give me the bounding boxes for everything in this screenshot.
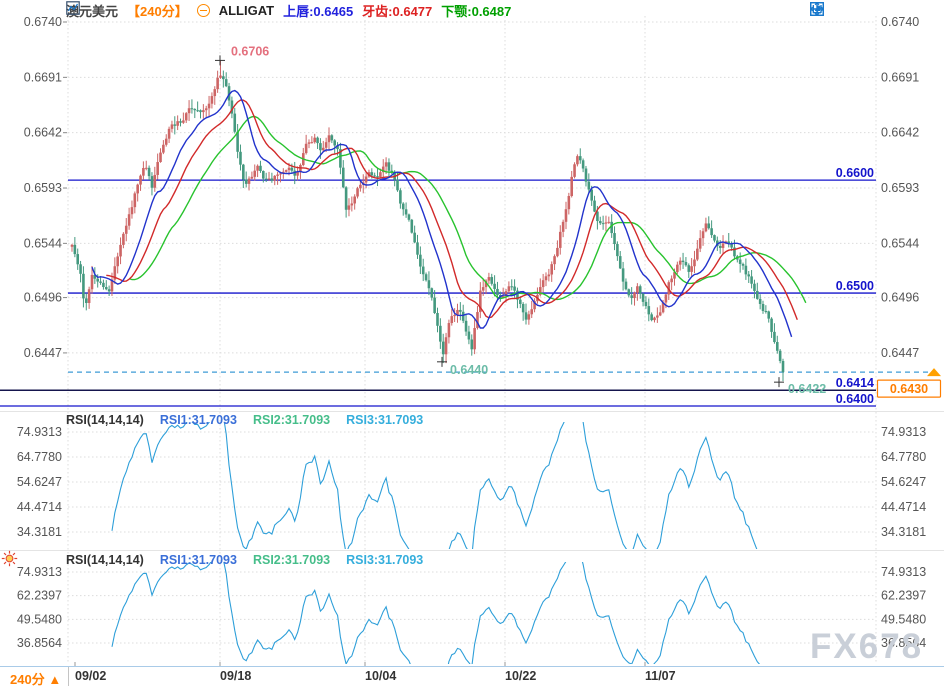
price-axis-label: 0.6642 — [881, 126, 919, 140]
price-axis-label: 0.6496 — [881, 291, 919, 305]
indicator-settings-sun-icon[interactable] — [1, 550, 18, 567]
alligator-teeth-line — [106, 99, 798, 321]
collapse-icon[interactable] — [196, 4, 210, 17]
candlesticks — [70, 60, 785, 382]
indicator-chart-icon — [66, 1, 80, 15]
level-label-0.6400: 0.6400 — [836, 392, 874, 406]
axis-labels: 0.6740 0.6740 0.6691 0.6691 0.6642 0.6642 0.65… — [17, 15, 926, 650]
rsi2-axis-label: 74.9313 — [881, 565, 926, 579]
indicator-name: ALLIGAT — [218, 3, 275, 18]
price-axis-label: 0.6740 — [881, 15, 919, 29]
price-axis-label: 0.6447 — [881, 346, 919, 360]
price-axis-label: 0.6691 — [24, 70, 62, 84]
rsi2-header: RSI(14,14,14) RSI1:31.7093 RSI2:31.7093 … — [66, 553, 423, 567]
annotation-0.6422: 0.6422 — [788, 382, 826, 396]
rsi2-axis-label: 36.8564 — [17, 636, 62, 650]
timeframe-up-arrow-icon: ▲ — [48, 672, 62, 686]
rsi1-axis-label: 44.4714 — [17, 500, 62, 514]
alligator-lips-line — [91, 89, 793, 338]
alligator-jaw-value: 下颚:0.6487 — [441, 4, 512, 19]
annotation-0.6706: 0.6706 — [231, 44, 269, 58]
exit-panel-icon[interactable] — [810, 2, 824, 16]
rsi1-axis-label: 54.6247 — [17, 475, 62, 489]
rsi2-axis-label: 36.8564 — [881, 636, 926, 650]
current-price-arrow-icon — [927, 368, 941, 377]
price-axis-label: 0.6447 — [24, 346, 62, 360]
rsi1-value-1: RSI1:31.7093 — [159, 413, 237, 427]
rsi1-axis-label: 64.7780 — [881, 450, 926, 464]
date-label-10/22: 10/22 — [505, 669, 537, 683]
annotation-0.6440: 0.6440 — [450, 363, 488, 377]
rsi1-axis-label: 64.7780 — [17, 450, 62, 464]
alligator-lips-value: 上唇:0.6465 — [283, 4, 354, 19]
rsi1-axis-label: 34.3181 — [17, 525, 62, 539]
date-label-11/07: 11/07 — [645, 669, 676, 683]
price-axis-label: 0.6691 — [881, 70, 919, 84]
rsi2-value-1: RSI1:31.7093 — [159, 553, 237, 567]
price-axis-label: 0.6593 — [24, 181, 62, 195]
price-axis-label: 0.6544 — [24, 236, 62, 250]
date-label-09/02: 09/02 — [75, 669, 107, 683]
time-axis-bar: 240分 ▲ 09/02 09/18 10/04 10/22 11/07 — [0, 666, 944, 686]
rsi1-axis-label: 74.9313 — [17, 425, 62, 439]
price-axis-label: 0.6593 — [881, 181, 919, 195]
level-label-0.6414: 0.6414 — [836, 376, 874, 390]
rsi2-axis-label: 62.2397 — [881, 589, 926, 603]
rsi2-axis-label: 49.5480 — [17, 612, 62, 626]
period-label: 【240分】 — [127, 4, 188, 19]
price-axis-label: 0.6496 — [24, 291, 62, 305]
timeframe-selector[interactable]: 240分 ▲ — [10, 672, 62, 686]
alligator-teeth-value: 牙齿:0.6477 — [362, 4, 433, 19]
rsi2-value-2: RSI2:31.7093 — [252, 553, 331, 567]
rsi2-axis-label: 74.9313 — [17, 565, 62, 579]
level-label-0.6600: 0.6600 — [836, 166, 874, 180]
watermark: FX678 — [810, 627, 924, 666]
rsi1-axis-label: 44.4714 — [881, 500, 926, 514]
rsi1-axis-label: 74.9313 — [881, 425, 926, 439]
rsi1-axis-label: 54.6247 — [881, 475, 926, 489]
rsi2-value-3: RSI3:31.7093 — [346, 553, 424, 567]
date-label-09/18: 09/18 — [220, 669, 252, 683]
rsi1-axis-label: 34.3181 — [881, 525, 926, 539]
date-label-10/04: 10/04 — [365, 669, 397, 683]
chart-header: 澳元美元 【240分】 ALLIGAT 上唇:0.6465 牙齿:0.6477 … — [66, 1, 511, 20]
alligator-lines — [91, 89, 807, 338]
annotations: 0.6706 0.6440 0.6422 — [215, 44, 826, 396]
horizontal-levels: 0.6600 0.6500 0.6414 0.6400 0.6430 — [0, 166, 942, 407]
rsi-lines — [111, 422, 761, 664]
rsi2-line — [111, 562, 761, 664]
rsi1-header: RSI(14,14,14) RSI1:31.7093 RSI2:31.7093 … — [66, 413, 423, 427]
price-axis-label: 0.6544 — [881, 236, 919, 250]
rsi1-value-3: RSI3:31.7093 — [346, 413, 424, 427]
axis-separator — [68, 667, 69, 686]
alligator-jaw-line — [128, 115, 807, 304]
rsi1-title: RSI(14,14,14) — [66, 413, 144, 427]
price-axis-label: 0.6740 — [24, 15, 62, 29]
rsi2-axis-label: 49.5480 — [881, 612, 926, 626]
gridlines — [0, 16, 944, 666]
price-axis-label: 0.6642 — [24, 126, 62, 140]
level-label-0.6500: 0.6500 — [836, 279, 874, 293]
current-price-badge-value: 0.6430 — [890, 382, 928, 396]
rsi2-axis-label: 62.2397 — [17, 589, 62, 603]
current-price-badge — [876, 379, 942, 398]
rsi1-line — [111, 422, 758, 549]
rsi2-title: RSI(14,14,14) — [66, 553, 144, 567]
rsi1-value-2: RSI2:31.7093 — [252, 413, 331, 427]
